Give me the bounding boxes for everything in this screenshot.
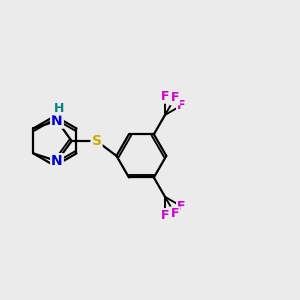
Text: N: N xyxy=(51,114,63,128)
Text: F: F xyxy=(161,90,169,103)
Text: F: F xyxy=(171,207,179,220)
Text: S: S xyxy=(92,134,101,148)
Text: H: H xyxy=(54,102,64,115)
Text: F: F xyxy=(177,200,185,213)
Text: F: F xyxy=(171,92,179,104)
Text: F: F xyxy=(161,209,169,222)
Text: N: N xyxy=(51,154,63,168)
Text: F: F xyxy=(177,99,185,112)
